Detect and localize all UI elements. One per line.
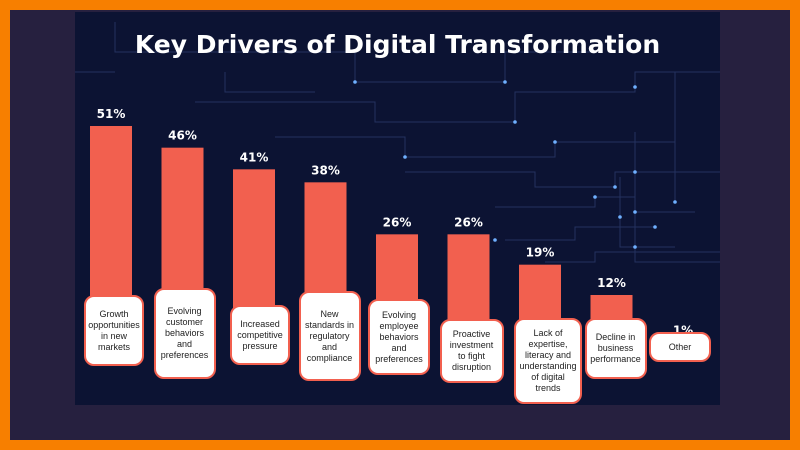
category-label-7: Lack of expertise, literacy and understa… <box>514 318 582 404</box>
value-label-5: 26% <box>383 215 412 229</box>
value-label-7: 19% <box>526 246 555 260</box>
category-label-8: Decline in business performance <box>584 318 647 379</box>
category-label-5: Evolving employee behaviors and preferen… <box>368 299 430 375</box>
value-label-8: 12% <box>597 276 626 290</box>
category-label-4: New standards in regulatory and complian… <box>298 291 361 381</box>
circuit-background <box>75 22 720 263</box>
value-label-1: 51% <box>97 107 126 121</box>
value-label-2: 46% <box>168 129 197 143</box>
value-label-4: 38% <box>311 163 340 177</box>
value-label-3: 41% <box>240 150 269 164</box>
value-label-6: 26% <box>454 215 483 229</box>
category-label-6: Proactive investment to fight disruption <box>439 319 504 383</box>
category-label-3: Increased competitive pressure <box>230 305 290 365</box>
category-label-1: Growth opportunities in new markets <box>84 295 144 366</box>
chart-title: Key Drivers of Digital Transformation <box>134 30 661 59</box>
slide: Key Drivers of Digital Transformation 51… <box>75 12 720 405</box>
category-label-2: Evolving customer behaviors and preferen… <box>153 288 216 379</box>
category-label-9: Other <box>649 332 711 362</box>
